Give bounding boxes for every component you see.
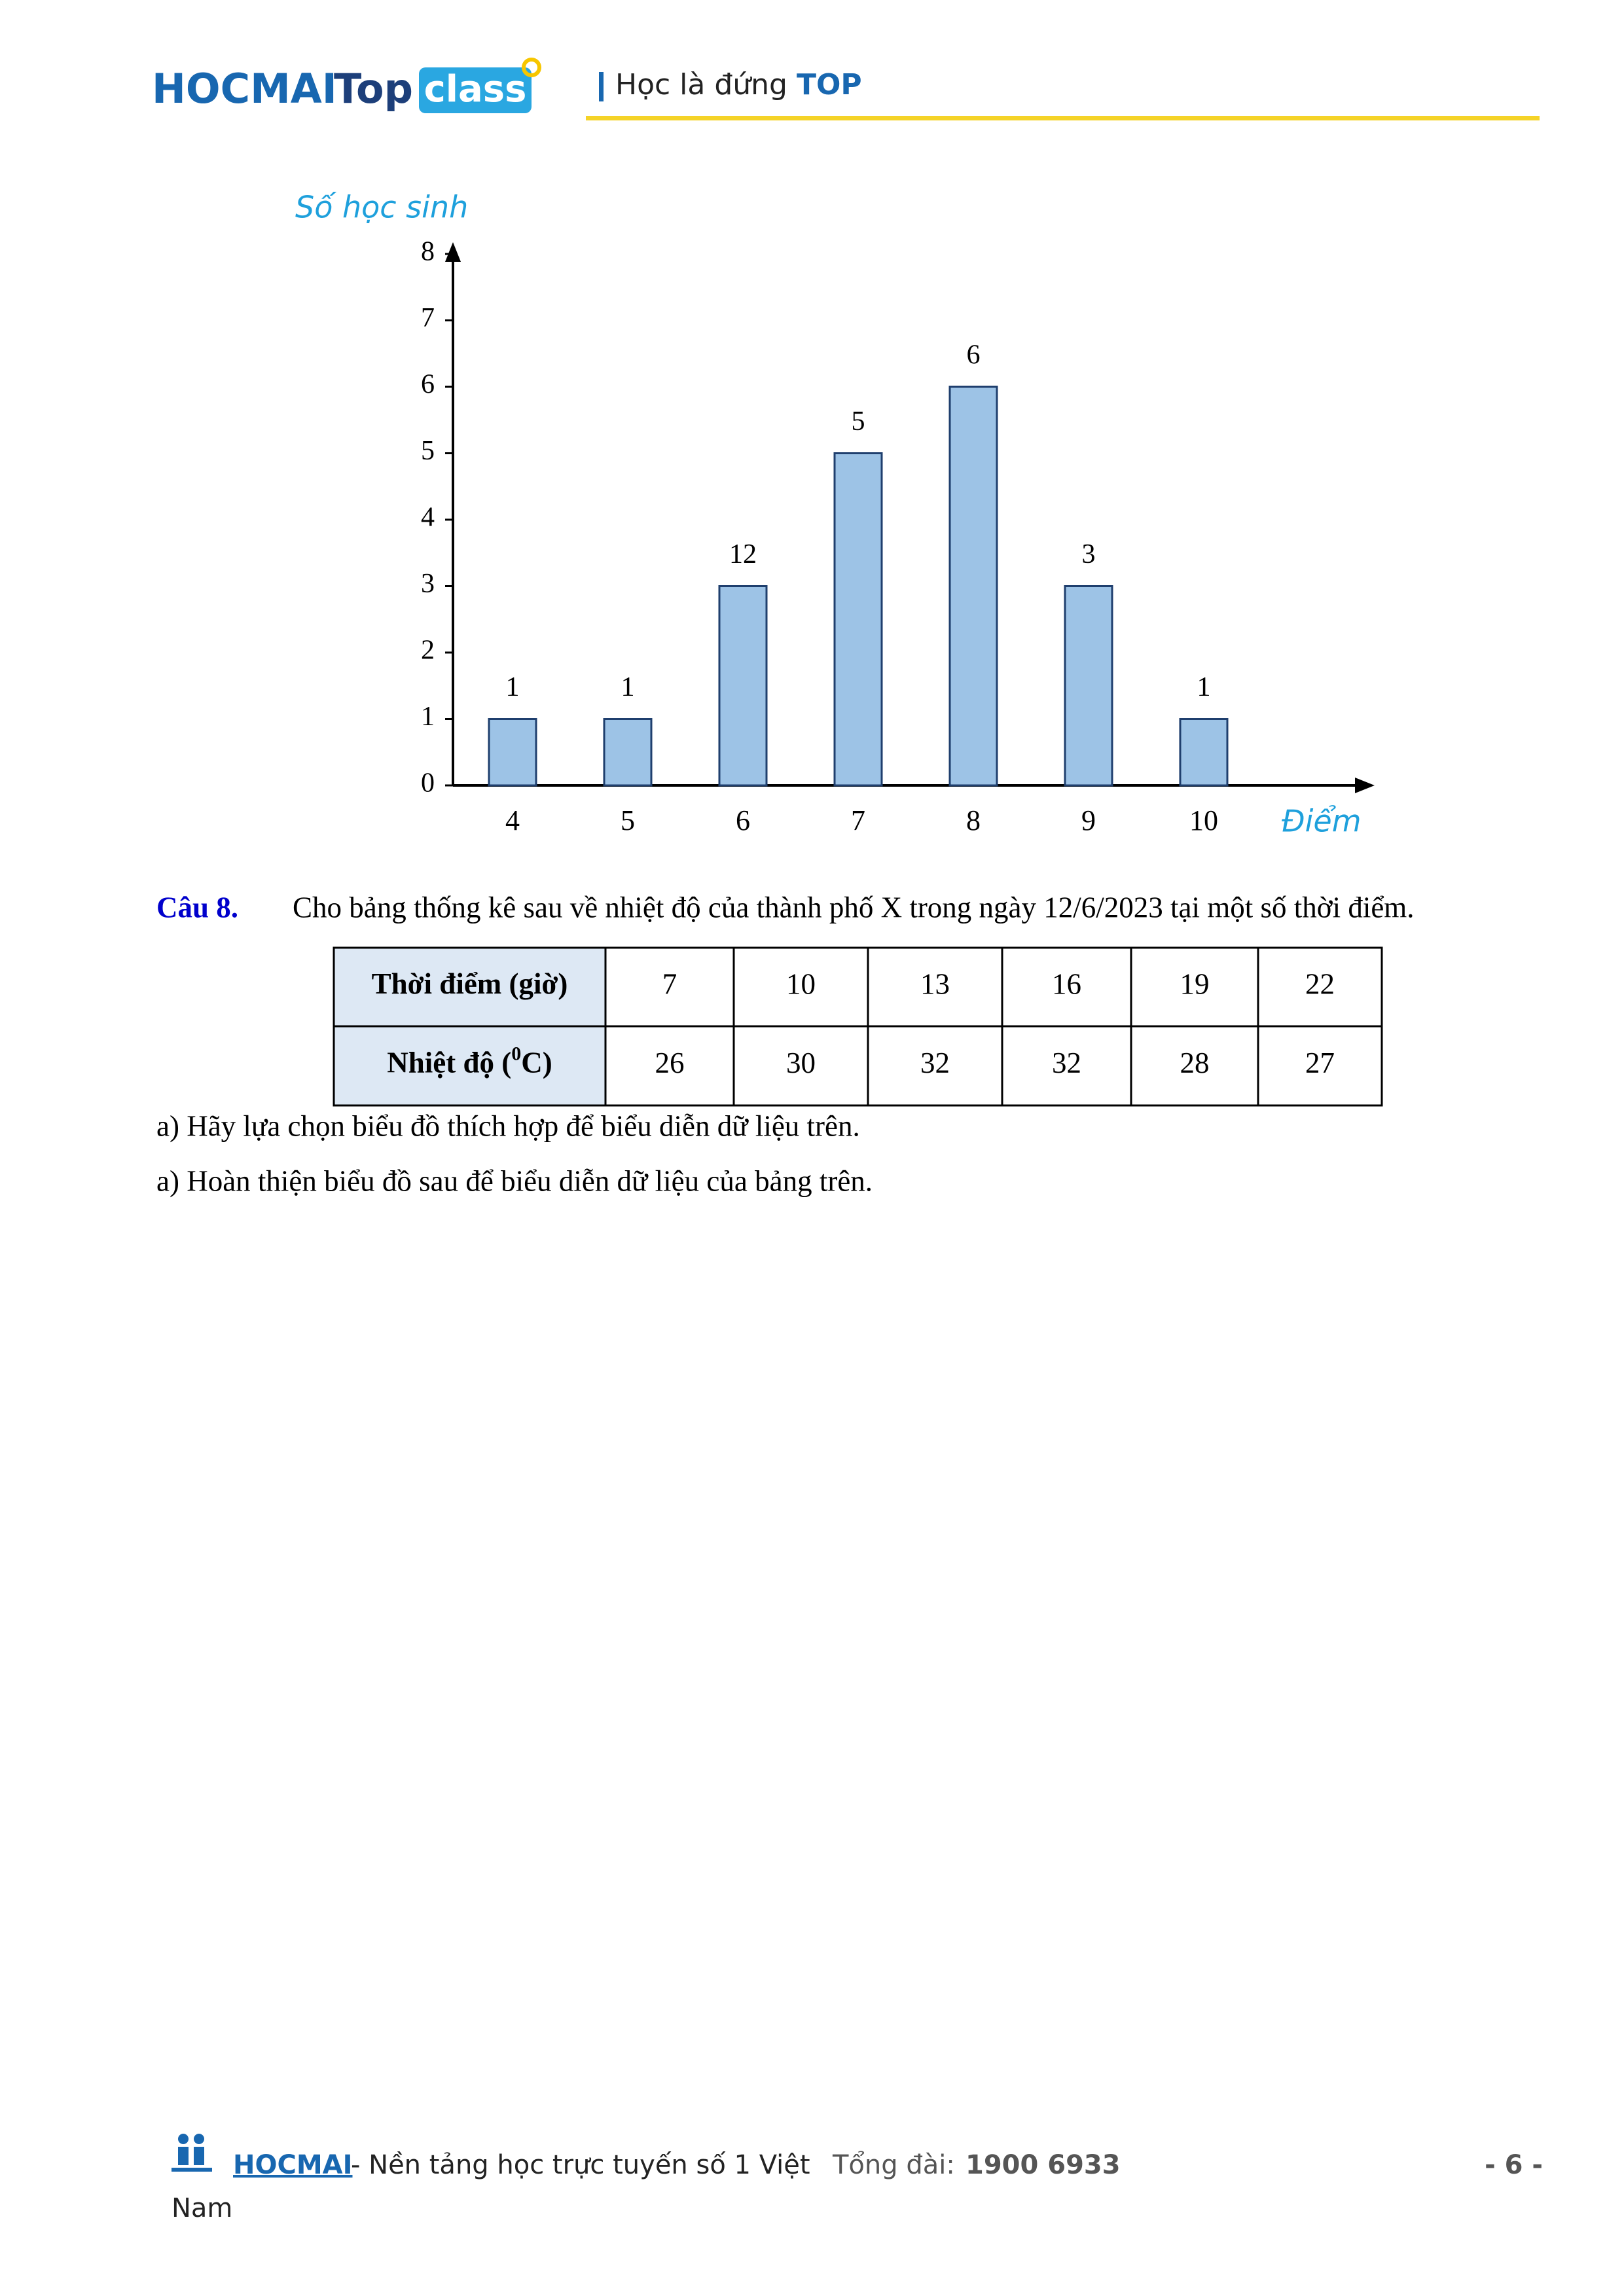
- brand-top: Top: [334, 65, 413, 113]
- footer: HOCMAI - Nền tảng học trực tuyến số 1 Vi…: [171, 2134, 1543, 2223]
- table-value: 30: [786, 1047, 816, 1079]
- class-badge: [419, 67, 532, 113]
- slogan-text: Học là đứng: [615, 68, 787, 101]
- bar: [833, 452, 883, 787]
- row-header-text: Nhiệt độ (: [387, 1047, 511, 1079]
- header-rule: [586, 116, 1540, 120]
- question-part: a) Hoàn thiện biểu đồ sau để biểu diễn d…: [156, 1164, 873, 1197]
- data-label: 5: [852, 406, 865, 437]
- bar: [948, 386, 998, 787]
- y-tick-label: 1: [421, 702, 435, 732]
- y-tick-label: 6: [421, 370, 435, 400]
- table-value: 22: [1305, 967, 1335, 1000]
- question-number: Câu 8.: [156, 891, 238, 924]
- chart: Số học sinh Điểm 01234567841516127586931…: [295, 190, 1375, 839]
- footer-text: - Nền tảng học trực tuyến số 1 Việt: [351, 2150, 810, 2180]
- row-header-text: C): [521, 1047, 552, 1079]
- row-header-sup: 0: [511, 1043, 521, 1064]
- bar: [1179, 718, 1229, 787]
- footer-hotline-label: Tổng đài:: [832, 2150, 955, 2180]
- x-tick-label: 4: [505, 804, 520, 836]
- y-tick-label: 3: [421, 569, 435, 599]
- y-arrow: [445, 242, 461, 262]
- table-value: 28: [1180, 1047, 1210, 1079]
- question-text: Cho bảng thống kê sau về nhiệt độ của th…: [293, 891, 1415, 924]
- table-value: 32: [1052, 1047, 1081, 1079]
- table: Thời điểm (giờ) 7 10 13 16 19 22 Nhiệt độ (0C) 2…: [333, 946, 1383, 1107]
- y-tick-label: 4: [421, 503, 435, 533]
- table-value: 26: [655, 1047, 685, 1079]
- y-tick-label: 8: [421, 237, 435, 267]
- bar: [603, 718, 653, 787]
- bar: [488, 718, 537, 787]
- footer-hotline: 1900 6933: [965, 2150, 1121, 2180]
- footer-icon: [171, 2134, 212, 2172]
- divider: [599, 72, 604, 101]
- table-cell: [1257, 1025, 1383, 1107]
- bar: [1064, 585, 1113, 787]
- table-value: 13: [920, 967, 950, 1000]
- footer-brand: HOCMAI: [233, 2150, 352, 2180]
- table-value: 27: [1305, 1047, 1335, 1079]
- footer-line2: Nam: [171, 2193, 232, 2223]
- data-label: 3: [1082, 539, 1096, 569]
- bar: [718, 585, 768, 787]
- data-label: 12: [729, 539, 757, 569]
- brand-class: class: [424, 68, 527, 111]
- table-value: 16: [1052, 967, 1081, 1000]
- y-tick-label: 5: [421, 436, 435, 466]
- y-tick-label: 2: [421, 636, 435, 666]
- table-header-cell: [333, 1025, 607, 1107]
- data-label: 1: [621, 672, 635, 702]
- y-tick-label: 7: [421, 303, 435, 333]
- table-value: 32: [920, 1047, 950, 1079]
- data-label: 6: [967, 340, 981, 370]
- x-tick-label: 8: [966, 804, 981, 836]
- y-tick-label: 0: [421, 768, 435, 798]
- x-tick-label: 6: [736, 804, 750, 836]
- data-label: 1: [506, 672, 520, 702]
- table-value: 7: [662, 967, 677, 1000]
- row-header-text: Thời điểm (giờ): [372, 967, 568, 1000]
- x-tick-label: 7: [851, 804, 865, 836]
- x-tick-label: 5: [621, 804, 635, 836]
- x-arrow: [1355, 778, 1375, 793]
- slogan-bold: TOP: [797, 68, 862, 101]
- data-label: 1: [1197, 672, 1211, 702]
- badge-gear: [522, 58, 541, 77]
- row-header: Thời điểm (giờ): [372, 967, 568, 1000]
- table-value: 10: [786, 967, 816, 1000]
- table-value: 19: [1180, 967, 1210, 1000]
- header: HOCMAI Top class Học là đứng TOP: [152, 58, 1540, 120]
- x-tick-label: 9: [1081, 804, 1096, 836]
- row-header: Nhiệt độ (0C): [387, 1043, 552, 1079]
- x-tick-label: 10: [1189, 804, 1218, 836]
- slogan: Học là đứng TOP: [615, 68, 862, 101]
- page-number: - 6 -: [1485, 2150, 1543, 2180]
- y-axis-title: Số học sinh: [295, 190, 468, 225]
- question-part: a) Hãy lựa chọn biểu đồ thích hợp để biể…: [156, 1109, 860, 1142]
- x-axis-title: Điểm: [1282, 804, 1362, 839]
- brand: HOCMAI: [152, 65, 337, 113]
